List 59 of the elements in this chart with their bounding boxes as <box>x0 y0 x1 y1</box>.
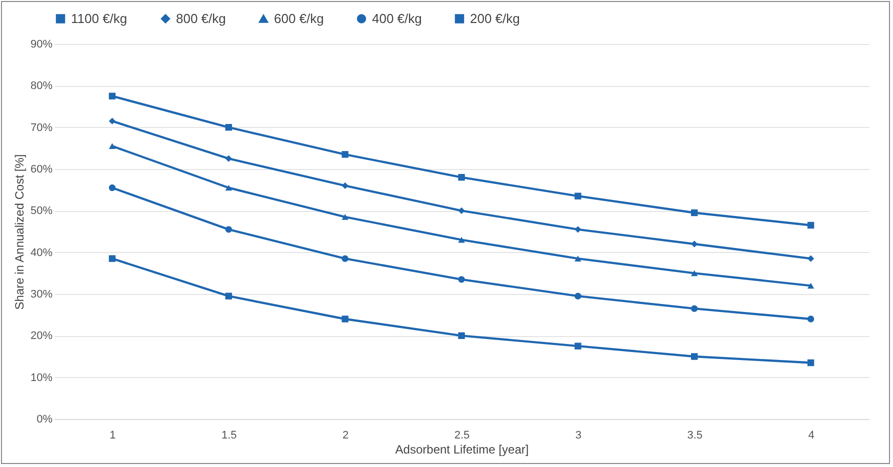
point <box>691 353 698 360</box>
point <box>807 316 814 322</box>
y-tick-label: 80% <box>30 80 53 92</box>
x-tick-label: 1 <box>110 430 116 442</box>
x-tick-label: 2 <box>342 430 349 442</box>
point <box>108 255 116 262</box>
point <box>225 124 232 131</box>
point <box>458 332 465 340</box>
point <box>691 305 698 312</box>
legend-label: 400 €/kg <box>372 10 422 26</box>
point <box>108 118 116 124</box>
x-tick-label: 1.5 <box>221 430 237 442</box>
point <box>807 222 814 229</box>
point <box>458 174 465 181</box>
point <box>225 184 232 191</box>
point <box>342 214 348 220</box>
y-tick-label: 10% <box>30 372 53 384</box>
point <box>574 192 582 200</box>
point <box>108 143 116 149</box>
point <box>458 207 465 214</box>
point <box>574 256 582 262</box>
point <box>108 92 116 100</box>
y-tick-label: 20% <box>30 330 53 342</box>
point <box>807 359 814 366</box>
legend-label: 800 €/kg <box>176 10 226 26</box>
point <box>225 292 232 300</box>
point <box>807 255 814 262</box>
x-tick-label: 3.5 <box>687 430 703 442</box>
x-tick-label: 2.5 <box>454 430 470 442</box>
point <box>108 184 116 192</box>
point <box>807 282 814 289</box>
point <box>225 226 232 233</box>
point <box>574 342 582 350</box>
y-tick-label: 0% <box>36 414 53 426</box>
point <box>458 236 465 243</box>
x-axis-title: Adsorbent Lifetime [year] <box>395 442 529 456</box>
point <box>225 155 232 162</box>
x-tick-label: 3 <box>575 430 582 442</box>
y-tick-label: 60% <box>30 164 53 176</box>
point <box>691 240 698 248</box>
point <box>691 270 698 276</box>
legend-label: 200 €/kg <box>470 10 520 26</box>
point <box>342 316 348 322</box>
point <box>574 292 582 300</box>
y-axis-title: Share in Annualized Cost [%] <box>12 154 26 310</box>
point <box>574 226 582 233</box>
y-tick-label: 30% <box>30 288 53 300</box>
legend-label: 600 €/kg <box>274 10 324 26</box>
point <box>691 209 698 216</box>
x-tick-label: 4 <box>808 430 814 442</box>
point <box>342 255 348 262</box>
y-tick-label: 70% <box>30 122 53 134</box>
point <box>342 151 348 158</box>
y-tick-label: 40% <box>30 246 53 259</box>
y-tick-label: 90% <box>30 38 53 50</box>
legend-label: 1100 €/kg <box>71 10 128 26</box>
point <box>342 182 348 190</box>
point <box>458 276 465 283</box>
y-tick-label: 50% <box>30 205 53 218</box>
